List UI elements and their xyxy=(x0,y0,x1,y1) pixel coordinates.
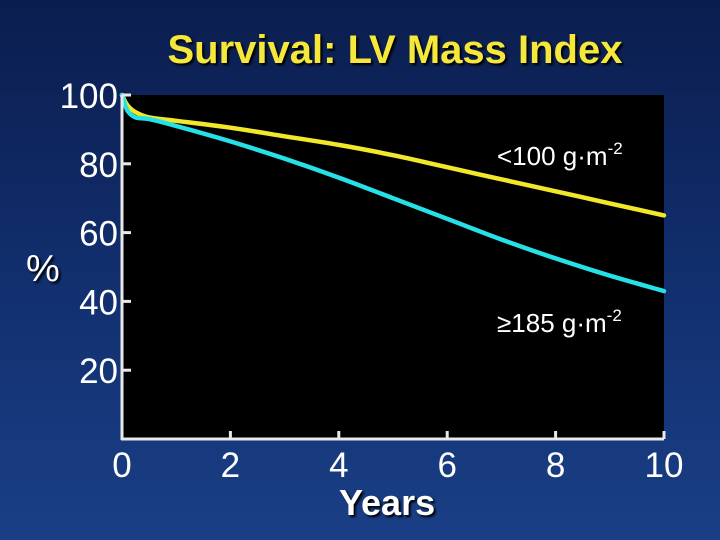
y-axis-label: % xyxy=(26,248,60,290)
series-label-0: <100 g·m-2 xyxy=(497,139,623,171)
x-tick-label: 2 xyxy=(221,446,240,485)
x-tick-label: 4 xyxy=(329,446,348,485)
y-tick-label: 60 xyxy=(79,215,118,254)
y-tick-label: 40 xyxy=(79,283,118,322)
x-tick-label: 0 xyxy=(112,446,131,485)
y-tick-label: 100 xyxy=(60,77,118,116)
series-line-1 xyxy=(119,92,667,294)
x-tick-label: 10 xyxy=(645,446,684,485)
y-tick-label: 80 xyxy=(79,146,118,185)
x-tick-label: 8 xyxy=(546,446,565,485)
x-axis-label: Years xyxy=(339,482,436,523)
x-tick-label: 6 xyxy=(437,446,456,485)
series-line-0 xyxy=(119,92,667,218)
plot-area xyxy=(122,95,664,439)
series-label-1: ≥185 g·m-2 xyxy=(497,306,622,338)
y-tick-label: 20 xyxy=(79,352,118,391)
chart-title: Survival: LV Mass Index xyxy=(167,28,623,72)
